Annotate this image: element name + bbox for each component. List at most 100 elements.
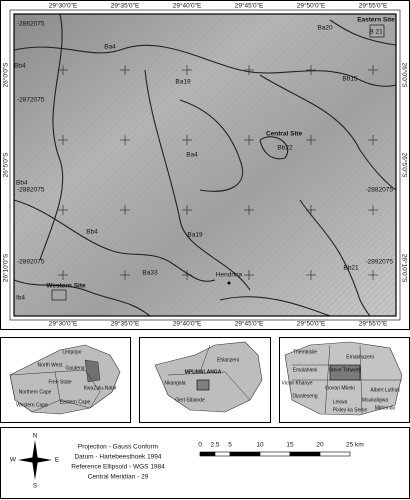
municipality-label: Dipaleseng — [292, 393, 317, 399]
projection-text: Projection - Gauss Conform — [78, 444, 158, 451]
map-label: Bb4 — [16, 180, 28, 187]
municipality-label: Emalahleni — [293, 367, 318, 373]
longitude-label: 29°50'0"E — [297, 2, 326, 10]
map-label: Ba20 — [317, 25, 333, 32]
longitude-label: 29°30'0"E — [49, 320, 78, 328]
district-label: MPUMALANGA — [185, 369, 222, 375]
map-label: Bb4 — [86, 229, 98, 236]
scale-label: 20 — [316, 442, 324, 449]
scale-label: 15 — [286, 442, 294, 449]
map-label: B 21 — [369, 29, 383, 36]
mpumalanga-highlight — [84, 359, 101, 383]
north-arrow — [18, 440, 52, 480]
projection-text: Central Meridian - 29 — [88, 474, 149, 481]
municipality-label: Msukaligwa — [362, 397, 388, 403]
latitude-label: 26°0'0"S — [400, 63, 408, 89]
scale-segment — [319, 451, 351, 457]
compass-letter: W — [10, 457, 17, 464]
compass-letter: S — [33, 483, 38, 490]
scale-segment — [259, 451, 291, 457]
map-label: Bb22 — [277, 145, 293, 152]
map-label: Ba4 — [186, 152, 198, 159]
municipality-label: Pixley ka Seme — [333, 407, 368, 413]
longitude-label: 29°40'0"E — [173, 2, 202, 10]
province-label: Western Cape — [16, 402, 48, 408]
latitude-label: 26°0'0"S — [2, 62, 10, 88]
grid-label: -2892075 — [366, 259, 394, 266]
hendrina-point — [227, 281, 231, 285]
longitude-label: 29°35'0"E — [111, 320, 140, 328]
longitude-label: 29°55'0"E — [359, 2, 388, 10]
projection-text: Datum - Hartebeesthoek 1994 — [74, 454, 161, 461]
longitude-label: 29°55'0"E — [359, 320, 388, 328]
map-label: Bb21 — [343, 265, 359, 272]
scale-label: 0 — [198, 442, 202, 449]
province-label: Eastern Cape — [60, 399, 91, 405]
map-label: Ba19 — [175, 79, 191, 86]
scale-segment — [199, 451, 216, 457]
map-label: Ba4 — [104, 44, 116, 51]
map-label: Ba33 — [142, 270, 158, 277]
map-label: Eastern Site — [357, 17, 395, 24]
scale-segment — [214, 451, 231, 457]
mpumalanga-shape — [154, 341, 263, 413]
municipality-label: Mkhondo — [375, 405, 396, 411]
map-label: Ib4 — [16, 295, 25, 302]
latitude-label: 26°10'0"S — [2, 253, 10, 282]
map-label: Hendrina — [216, 272, 243, 279]
district-label: Ehlanzeni — [217, 357, 239, 363]
scale-label: 2.5 — [210, 442, 219, 449]
map-label: Ba19 — [187, 232, 203, 239]
grid-label: -2892075 — [17, 259, 45, 266]
map-label: Bb4 — [14, 63, 26, 70]
map-label: Western Site — [46, 283, 86, 290]
province-label: Free State — [48, 379, 72, 385]
grid-crosses — [58, 65, 378, 280]
grid-label: -2882075 — [366, 187, 394, 194]
latitude-label: 26°5'0"S — [2, 152, 10, 178]
province-borders — [9, 369, 101, 413]
eastern-site-outline — [369, 24, 385, 38]
projection-text: Reference Ellipsoid - WGS 1984 — [71, 464, 165, 471]
map-label: Central Site — [266, 131, 303, 138]
scale-label: 5 — [228, 442, 232, 449]
map-neatline — [13, 13, 397, 317]
hillshade-texture — [14, 14, 396, 316]
study-municipality — [329, 364, 361, 381]
longitude-label: 29°50'0"E — [297, 320, 326, 328]
longitude-label: 29°35'0"E — [111, 2, 140, 10]
longitude-label: 29°30'0"E — [49, 2, 78, 10]
longitude-label: 29°45'0"E — [235, 320, 264, 328]
municipality-label: Govan Mbeki — [325, 385, 354, 391]
compass-letter: E — [55, 457, 60, 464]
district-label: Nkangala — [164, 380, 185, 386]
latitude-label: 26°10'0"S — [400, 254, 408, 283]
map-label: Bb15 — [342, 76, 358, 83]
district-borders — [167, 344, 251, 401]
municipality-label: Albert Luthuli — [370, 387, 399, 393]
scale-segment — [289, 451, 321, 457]
grid-label: -2872075 — [17, 97, 45, 104]
grid-label: -2862075 — [17, 21, 45, 28]
grid-label: -2882075 — [17, 187, 45, 194]
study-area-box — [196, 379, 210, 391]
scale-label: 25 km — [346, 442, 364, 449]
terrain-boundaries — [13, 13, 397, 317]
legend-frame — [0, 427, 410, 499]
scale-bar: 0 2.5 5 10 15 20 25 km — [198, 442, 364, 457]
province-label: KwaZulu-Natal — [84, 385, 117, 391]
municipality-label: Lekwa — [333, 399, 348, 405]
district-label: Gert Sibande — [175, 397, 205, 403]
western-site-outline — [51, 289, 67, 301]
province-label: Limpopo — [62, 349, 81, 355]
latitude-label: 26°5'0"S — [400, 153, 408, 179]
frame-ticks — [9, 9, 401, 321]
compass-letter: N — [33, 433, 38, 440]
longitude-label: 29°45'0"E — [235, 2, 264, 10]
province-label: Northern Cape — [19, 389, 52, 395]
province-label: North West — [38, 362, 64, 368]
municipality-label: Emakhazeni — [346, 354, 374, 360]
municipality-label: Victor Khanye — [281, 380, 312, 386]
municipality-label: Steve Tshwete — [329, 367, 362, 373]
